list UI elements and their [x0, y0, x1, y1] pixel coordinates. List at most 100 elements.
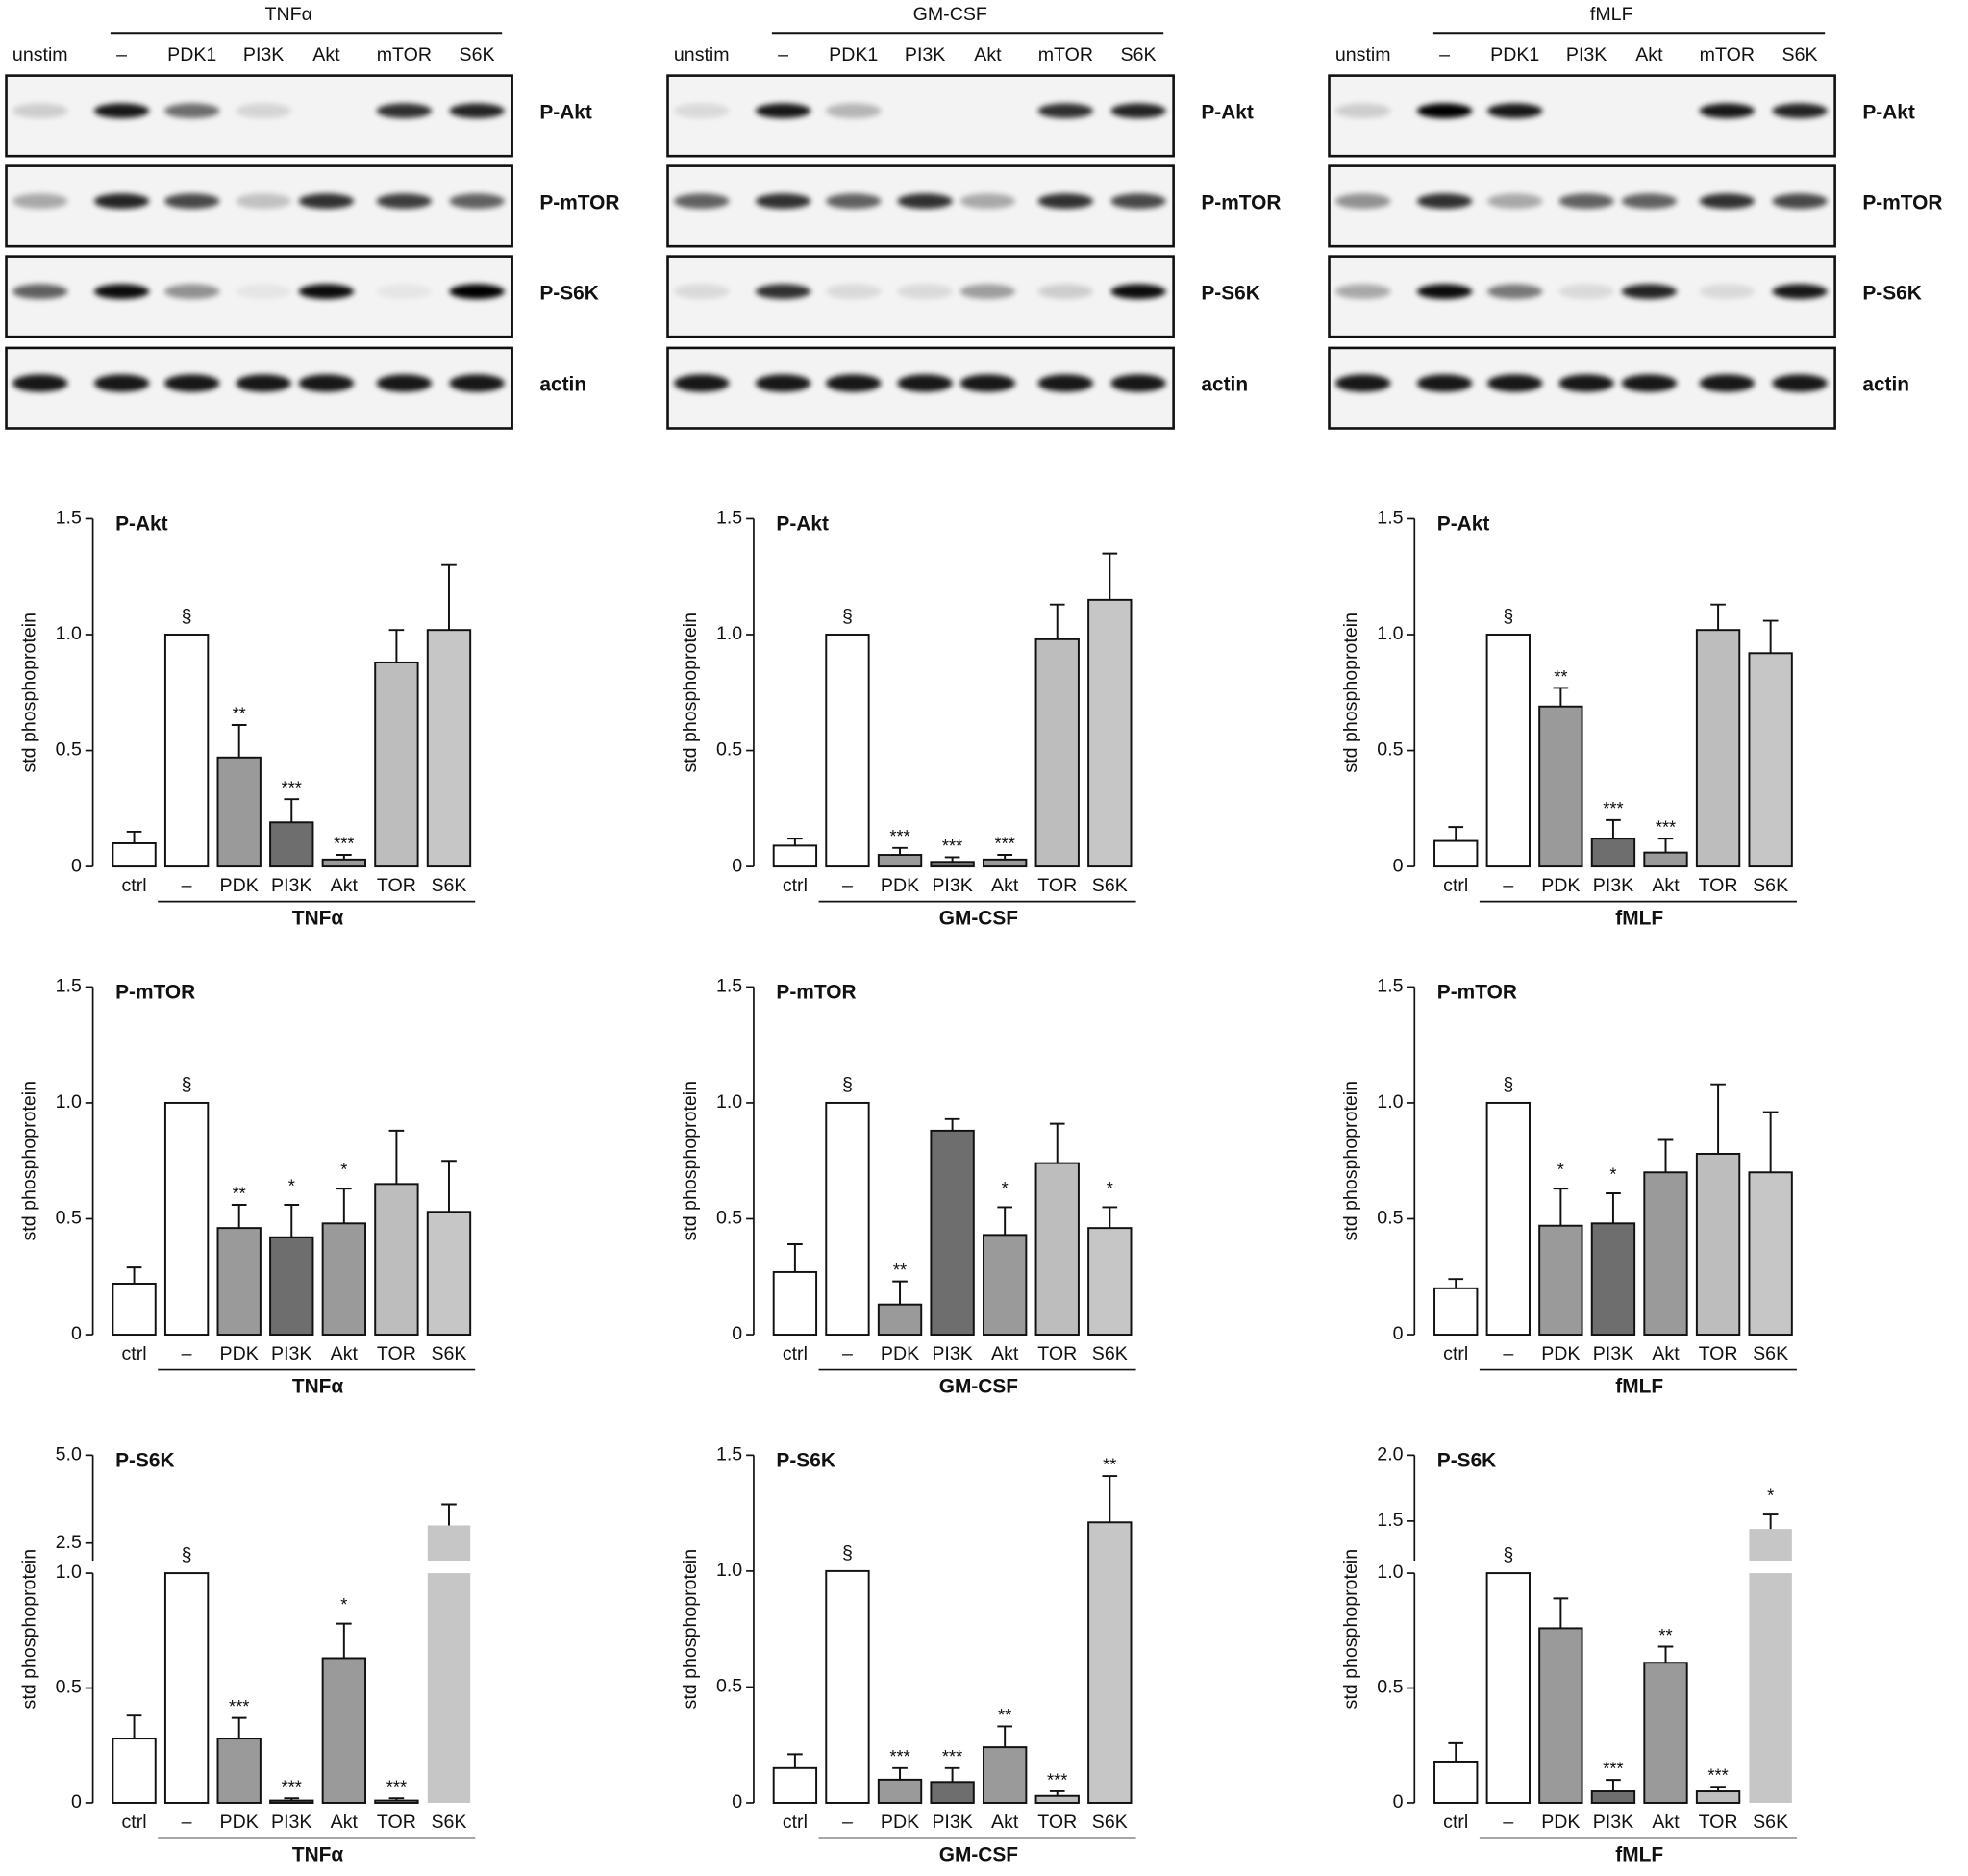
blot-row-label: actin — [1201, 374, 1248, 396]
bar — [1538, 1627, 1583, 1804]
y-tick-label: 0 — [1393, 1791, 1404, 1813]
error-bar — [1553, 1597, 1569, 1629]
lane-label: unstim — [1335, 44, 1391, 65]
significance: ** — [233, 1183, 246, 1203]
band — [1558, 374, 1614, 392]
y-tick-label: 1.0 — [716, 1091, 742, 1113]
x-tick-label: ctrl — [122, 875, 147, 896]
error-bar — [388, 1129, 405, 1185]
y-axis-label: std phosphoprotein — [1340, 613, 1361, 773]
x-tick-label: S6K — [1753, 1812, 1788, 1833]
bar — [321, 1222, 367, 1337]
lane-label: – — [116, 44, 127, 65]
error-bar — [892, 1280, 908, 1305]
significance: * — [1557, 1160, 1564, 1180]
error-bar — [1710, 1786, 1726, 1792]
lane-label: PI3K — [1566, 44, 1607, 65]
lane-label: mTOR — [1038, 44, 1093, 65]
band — [1558, 193, 1614, 210]
x-tick-label: – — [842, 1343, 853, 1364]
error-bar — [1606, 1191, 1621, 1224]
bar — [1695, 629, 1741, 868]
band — [1335, 284, 1391, 300]
y-tick-label: 1.0 — [716, 623, 742, 644]
x-tick-label: – — [182, 875, 192, 896]
significance: * — [1002, 1178, 1009, 1198]
bar — [374, 661, 419, 868]
bar — [426, 629, 472, 868]
bar — [1485, 1101, 1531, 1337]
band — [12, 284, 68, 300]
x-tick-label: S6K — [1753, 1343, 1788, 1364]
error-bar — [892, 846, 908, 856]
blot-row-label: P-mTOR — [539, 191, 619, 213]
y-tick-label: 1.0 — [1377, 623, 1403, 644]
error-bar — [1448, 1741, 1464, 1762]
band — [1037, 193, 1094, 210]
band — [1772, 193, 1828, 210]
error-bar — [1049, 603, 1065, 639]
band — [449, 284, 505, 300]
band — [449, 193, 505, 210]
band — [826, 284, 882, 300]
x-tick-label: ctrl — [1443, 1343, 1468, 1364]
error-bar — [336, 1622, 352, 1659]
band — [826, 374, 882, 392]
error-bar — [441, 1160, 457, 1213]
band — [12, 193, 68, 210]
x-tick-label: TOR — [1699, 1343, 1738, 1364]
error-bar — [1049, 1122, 1065, 1163]
band — [755, 284, 811, 300]
band — [1699, 193, 1756, 210]
error-bar — [1102, 552, 1118, 600]
bar — [269, 821, 314, 868]
lane-label: PDK1 — [829, 44, 878, 65]
bar — [1538, 705, 1583, 868]
band — [959, 374, 1016, 392]
x-tick-label: – — [1503, 875, 1513, 896]
group-label: fMLF — [1615, 1375, 1663, 1397]
x-tick-label: PI3K — [271, 1812, 311, 1833]
error-bar — [441, 563, 457, 631]
significance: § — [1503, 1544, 1513, 1565]
band — [755, 193, 811, 210]
lane-label: PDK1 — [167, 44, 216, 65]
error-bar — [1762, 1111, 1779, 1173]
band — [1416, 103, 1473, 119]
bar — [163, 1101, 210, 1337]
bar — [374, 1799, 419, 1804]
error-bar — [388, 1797, 405, 1801]
error-bar — [997, 854, 1013, 860]
blot-header: GM-CSF — [913, 4, 987, 25]
lane-label: S6K — [1782, 44, 1818, 65]
x-tick-label: TOR — [1037, 875, 1077, 896]
y-tick-label: 0.5 — [56, 739, 82, 761]
lane-label: unstim — [674, 44, 730, 65]
error-bar — [284, 1204, 300, 1238]
bar — [216, 1227, 262, 1337]
significance: *** — [942, 836, 962, 856]
band — [826, 193, 882, 210]
error-bar — [787, 1753, 803, 1768]
bar — [1643, 1662, 1688, 1804]
bar — [216, 1738, 262, 1804]
bar — [877, 1303, 923, 1337]
chart-title: P-S6K — [115, 1449, 174, 1471]
significance: *** — [1603, 1758, 1623, 1778]
blot-row-label: P-Akt — [1201, 101, 1254, 123]
blot-row-label: actin — [539, 374, 586, 396]
significance: *** — [1047, 1769, 1067, 1789]
error-bar — [1606, 818, 1621, 839]
band — [755, 103, 811, 119]
blot-row-label: P-mTOR — [1862, 191, 1942, 213]
band — [1416, 193, 1473, 210]
x-tick-label: PI3K — [271, 1343, 311, 1364]
y-axis-label: std phosphoprotein — [680, 1549, 701, 1710]
band — [298, 374, 355, 392]
x-tick-label: – — [182, 1343, 192, 1364]
significance: ** — [1103, 1454, 1116, 1474]
significance: § — [842, 606, 853, 627]
x-tick-label: ctrl — [1443, 1812, 1468, 1833]
band — [897, 193, 953, 210]
x-tick-label: TOR — [377, 1343, 416, 1364]
